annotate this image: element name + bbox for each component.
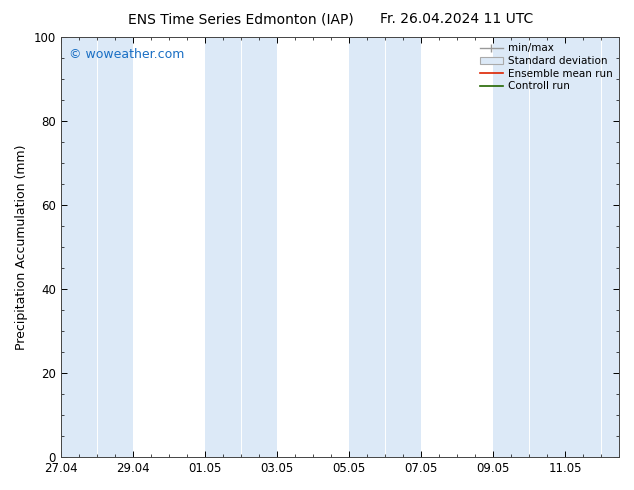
Text: © woweather.com: © woweather.com bbox=[69, 48, 184, 61]
Bar bbox=[385, 37, 421, 457]
Y-axis label: Precipitation Accumulation (mm): Precipitation Accumulation (mm) bbox=[15, 145, 28, 350]
Bar bbox=[529, 37, 565, 457]
Bar bbox=[61, 37, 97, 457]
Bar bbox=[97, 37, 133, 457]
Bar bbox=[565, 37, 601, 457]
Bar bbox=[601, 37, 619, 457]
Bar bbox=[493, 37, 529, 457]
Legend: min/max, Standard deviation, Ensemble mean run, Controll run: min/max, Standard deviation, Ensemble me… bbox=[477, 40, 616, 95]
Text: ENS Time Series Edmonton (IAP): ENS Time Series Edmonton (IAP) bbox=[128, 12, 354, 26]
Bar bbox=[205, 37, 241, 457]
Bar bbox=[241, 37, 277, 457]
Bar bbox=[349, 37, 385, 457]
Text: Fr. 26.04.2024 11 UTC: Fr. 26.04.2024 11 UTC bbox=[380, 12, 533, 26]
